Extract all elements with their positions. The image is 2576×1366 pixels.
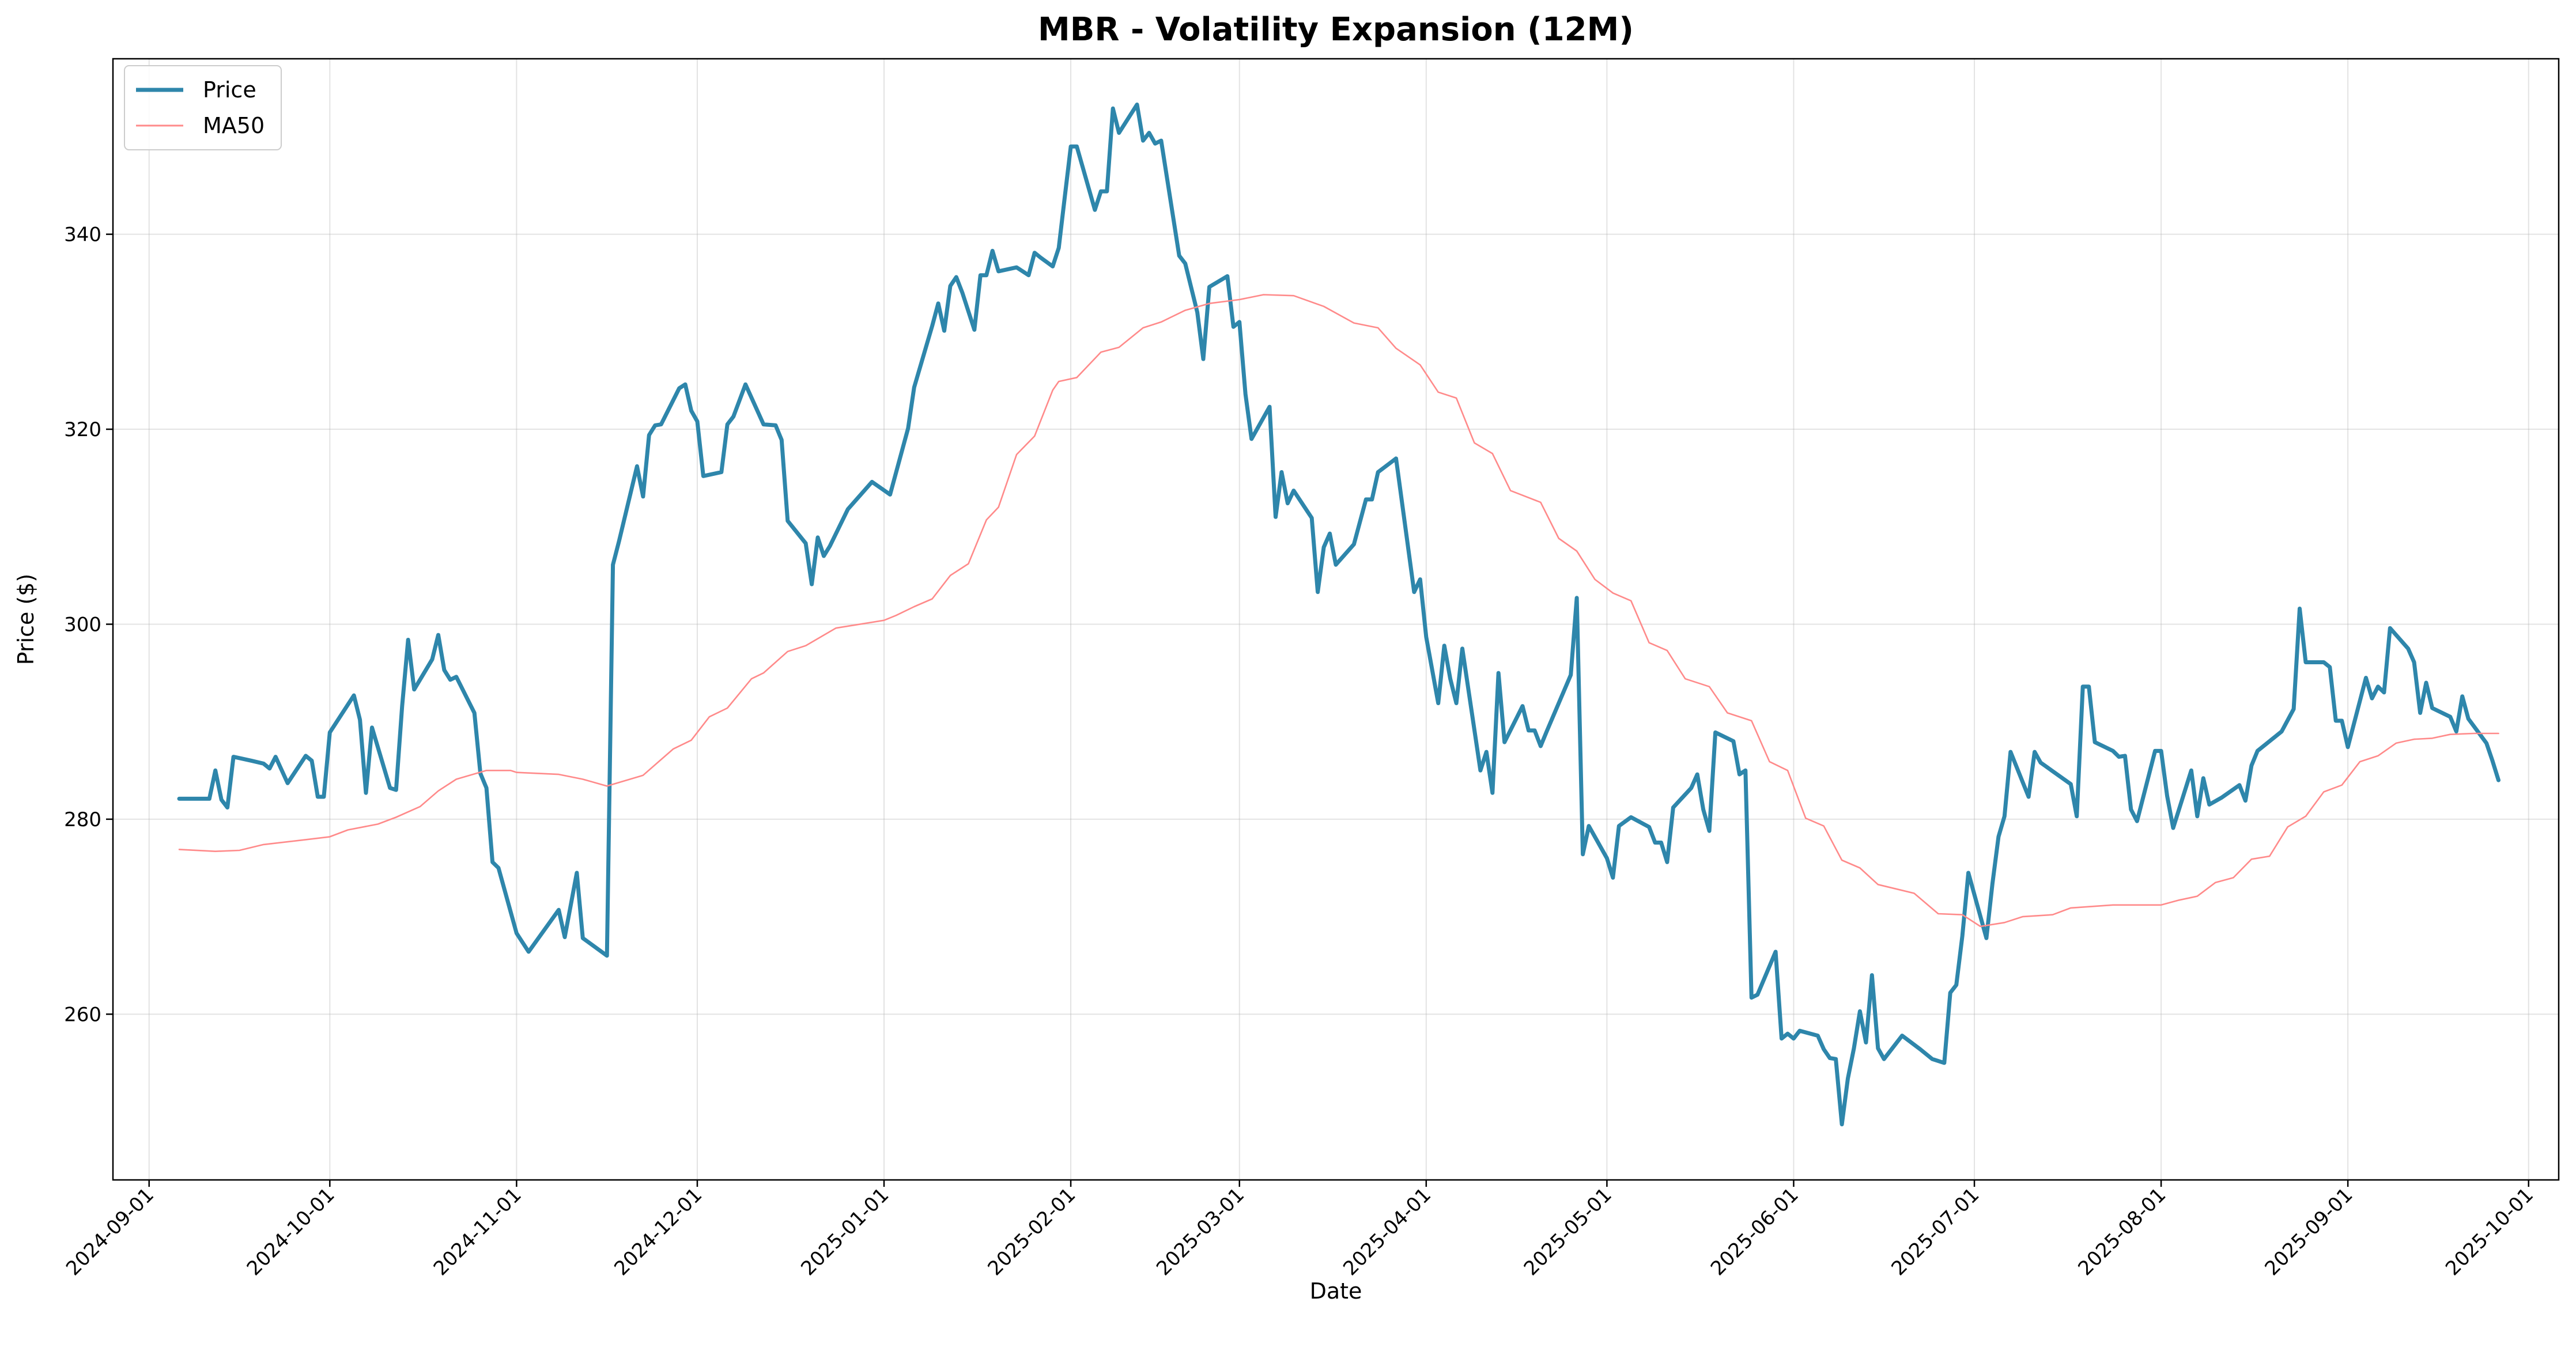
plot-frame (112, 58, 2560, 1181)
y-tick-label: 260 (64, 1003, 101, 1026)
y-tick-label: 280 (64, 808, 101, 831)
y-tick-label: 320 (64, 418, 101, 441)
x-axis-label: Date (1310, 1278, 1362, 1304)
legend-label-ma50: MA50 (203, 113, 265, 138)
chart-title: MBR - Volatility Expansion (12M) (1038, 11, 1634, 48)
legend-label-price: Price (203, 77, 256, 103)
y-tick-label: 340 (64, 224, 101, 247)
y-axis-label: Price ($) (13, 574, 39, 665)
series-layer (177, 103, 2501, 1126)
series-line-price (177, 103, 2501, 1126)
legend-box (124, 65, 282, 150)
series-line-ma50 (178, 294, 2499, 928)
legend: Price MA50 (124, 65, 282, 150)
grid-lines (113, 59, 2559, 1180)
y-tick-label: 300 (64, 613, 101, 636)
